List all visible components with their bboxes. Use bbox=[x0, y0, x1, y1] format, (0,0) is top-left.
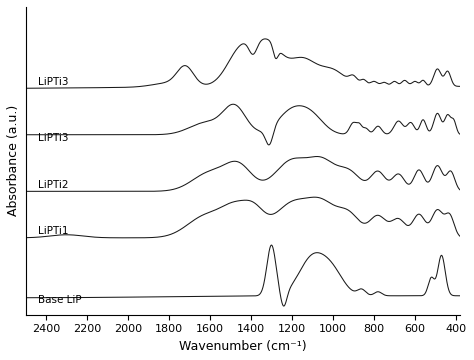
Y-axis label: Absorbance (a.u.): Absorbance (a.u.) bbox=[7, 105, 20, 216]
X-axis label: Wavenumber (cm⁻¹): Wavenumber (cm⁻¹) bbox=[179, 340, 307, 353]
Text: LiPTi3: LiPTi3 bbox=[38, 134, 68, 143]
Text: LiPTi1: LiPTi1 bbox=[38, 226, 68, 237]
Text: LiPTi3: LiPTi3 bbox=[38, 77, 68, 87]
Text: LiPTi2: LiPTi2 bbox=[38, 180, 68, 190]
Text: Base LiP: Base LiP bbox=[38, 294, 82, 305]
